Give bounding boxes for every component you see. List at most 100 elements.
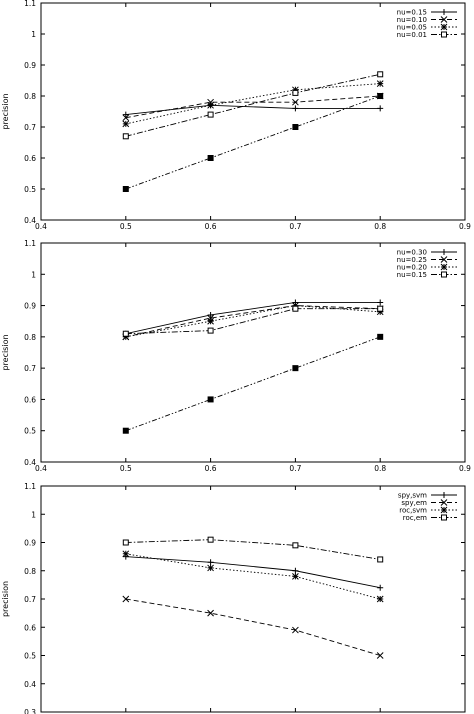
x-tick-label: 0.5 [120,222,132,231]
series-3 [122,302,384,341]
series-line [125,301,381,335]
y-tick-label: 0.4 [24,216,36,225]
x-tick-label: 0.4 [35,222,47,231]
series-2 [122,302,384,341]
plot-frame [40,485,466,713]
series-line [125,305,381,338]
plot-frame [40,2,466,221]
y-tick-label: 0.3 [24,708,36,714]
data-point [377,556,384,563]
legend-marker [440,506,448,514]
data-point [122,333,130,341]
data-point [292,626,299,634]
data-point [122,330,129,337]
series-line [125,553,381,600]
series-3 [122,550,384,603]
series-1 [122,102,384,118]
data-point [292,124,299,130]
y-tick-label: 0.7 [24,595,36,604]
data-point [292,98,299,106]
y-tick-label: 0.5 [24,652,36,661]
series-line [125,305,381,338]
y-tick-label: 0.9 [24,61,36,70]
legend-label: spy,em [401,499,427,507]
y-tick-label: 0.5 [24,185,36,194]
x-tick-label: 0.5 [120,464,132,473]
data-point [377,71,384,78]
x-tick-label: 0.8 [374,222,386,231]
y-tick-label: 0.9 [24,539,36,548]
data-point [292,573,299,580]
chart-panel-3: 0.30.40.50.60.70.80.911.10.40.50.60.70.8… [1,482,466,714]
data-point [292,567,299,574]
data-point [207,314,214,322]
data-point [376,595,384,603]
legend-label: nu=0.30 [397,249,427,257]
y-tick-label: 0.6 [24,623,36,632]
data-point [376,652,384,659]
series-line [125,83,381,125]
x-tick-label: 0.7 [289,222,301,231]
data-point [207,564,214,572]
legend-marker [441,9,447,15]
y-tick-label: 1.1 [24,239,36,248]
data-point [122,114,130,122]
y-tick-label: 0.9 [24,302,36,311]
series-line [125,336,381,432]
series-2 [122,595,384,659]
y-tick-label: 1 [31,270,36,279]
legend-marker [440,499,448,506]
data-point [377,105,384,112]
data-point [292,302,299,309]
data-point [376,308,384,316]
data-point [122,111,129,118]
legend-marker [440,263,448,271]
data-point [207,155,214,161]
series-line [125,95,381,190]
y-axis-label: precision [1,581,10,617]
legend-label: nu=0.15 [397,271,427,279]
data-point [207,559,214,566]
series-line [125,308,381,335]
legend-label: spy,svm [398,492,427,500]
data-point [376,80,384,87]
data-point [207,317,214,325]
legend-label: nu=0.05 [397,24,427,32]
y-tick-label: 0.5 [24,427,36,436]
data-point [122,133,129,140]
legend-label: nu=0.10 [397,16,427,24]
chart-panel-2: 0.4 0.5 0.6 0.7 0.8 0.9 1 1.1 0.4 0.5 0.6 0.7 0.8 0.9… [1,239,471,473]
series-line [125,104,381,116]
y-tick-label: 1.1 [24,0,36,8]
y-tick-label: 0.7 [24,123,36,132]
legend-marker [441,271,447,278]
y-tick-label: 0.8 [24,92,36,101]
y-tick-label: 0.6 [24,154,36,163]
data-point [292,365,299,372]
data-point [292,542,299,549]
legend-label: nu=0.20 [397,264,427,272]
x-tick-label: 0.8 [374,464,386,473]
x-tick-label: 0.6 [205,464,217,473]
y-tick-label: 1 [31,30,36,39]
y-tick-label: 0.7 [24,364,36,373]
legend-label: roc,em [403,514,427,522]
x-tick-label: 0.9 [459,222,471,231]
data-point [122,539,129,546]
data-point [292,105,299,112]
data-point [122,595,130,603]
legend-marker [441,514,447,521]
legend-marker [441,492,447,498]
y-tick-label: 1.1 [24,482,36,491]
series-4 [122,71,384,140]
y-axis-label: precision [1,334,10,370]
data-point [292,89,299,96]
data-point [207,396,214,403]
series-line [125,95,381,119]
chart-panel-1: 0.4 0.5 0.6 0.7 0.8 0.9 1 1.1 0.4 0.5 0.6 0.7 0.8 0.9… [1,0,471,231]
data-point [122,120,130,128]
data-point [207,327,214,334]
